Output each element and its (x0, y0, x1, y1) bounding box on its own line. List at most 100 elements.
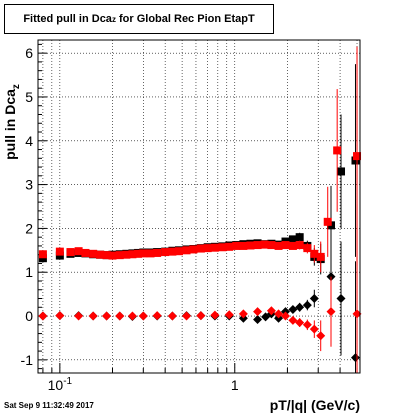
data-point (274, 241, 283, 250)
data-point (55, 247, 64, 256)
data-point (288, 304, 298, 314)
y-tick-label: 2 (25, 220, 33, 236)
axes: -1 0 1 2 3 4 5 6 10-1 1 pT/|q| (GeV/c) pull in Dcaz (2, 43, 360, 413)
y-tick-label: 4 (25, 133, 33, 149)
chart-title-suffix: for Global Rec Pion EtapT (115, 13, 255, 25)
y-tick-label: 6 (25, 45, 33, 61)
data-point (102, 251, 111, 260)
y-tick-label: 3 (25, 177, 33, 193)
data-point (128, 250, 137, 259)
chart-title: Fitted pull in Dca z for Global Rec Pion … (4, 4, 274, 34)
data-point (281, 241, 290, 250)
data-point (88, 311, 98, 321)
data-point (55, 311, 65, 321)
data-point (239, 241, 248, 250)
data-markers (38, 46, 362, 373)
timestamp: Sat Sep 9 11:32:49 2017 (4, 401, 94, 410)
data-point (246, 241, 255, 250)
data-point (316, 252, 325, 261)
data-point (161, 248, 170, 257)
data-point (146, 249, 155, 258)
data-point (253, 315, 263, 325)
data-point (333, 146, 342, 155)
data-point (196, 244, 205, 253)
data-point (336, 294, 346, 304)
data-point (225, 242, 234, 251)
data-point (238, 309, 248, 319)
data-point (74, 247, 83, 256)
data-point (295, 241, 304, 250)
data-point (337, 167, 346, 176)
data-point (352, 309, 362, 319)
data-point (203, 244, 212, 253)
data-point (326, 307, 336, 317)
data-point (66, 248, 75, 257)
data-point (295, 233, 304, 242)
data-point (210, 243, 219, 252)
data-point (353, 152, 362, 161)
data-point (295, 302, 305, 312)
data-point (102, 311, 112, 321)
data-point (74, 311, 84, 321)
data-series (38, 64, 360, 275)
data-point (96, 250, 105, 259)
data-point (253, 241, 262, 250)
data-point (210, 310, 220, 320)
data-point (167, 311, 177, 321)
data-point (267, 241, 276, 250)
data-point (323, 217, 332, 226)
data-point (115, 311, 125, 321)
data-point (134, 249, 143, 258)
data-point (218, 243, 227, 252)
chart-title-main: Fitted pull in Dca (23, 13, 112, 25)
data-point (288, 235, 297, 244)
data-point (253, 307, 263, 317)
data-point (232, 241, 241, 250)
data-point (260, 240, 269, 249)
chart-title-subscript: z (111, 14, 116, 24)
data-point (316, 331, 326, 341)
data-series (38, 241, 360, 373)
data-point (108, 251, 117, 260)
data-point (139, 249, 148, 258)
y-tick-label: 1 (25, 264, 33, 280)
x-axis-title: pT/|q| (GeV/c) (270, 397, 360, 413)
data-point (182, 311, 192, 321)
data-point (127, 311, 137, 321)
y-tick-label: -1 (21, 352, 34, 368)
plot-frame (37, 39, 361, 374)
data-point (309, 324, 319, 334)
data-point (196, 311, 206, 321)
data-point (122, 250, 131, 259)
grid (38, 40, 360, 373)
data-point (302, 300, 312, 310)
data-point (303, 244, 312, 253)
y-tick-label: 0 (25, 308, 33, 324)
data-point (175, 247, 184, 256)
data-point (302, 320, 312, 330)
data-point (351, 156, 360, 165)
data-point (168, 247, 177, 256)
data-point (224, 310, 234, 320)
data-series (38, 204, 362, 373)
data-point (153, 248, 162, 257)
data-point (288, 315, 298, 325)
data-point (274, 309, 284, 319)
data-point (115, 251, 124, 260)
y-axis-title: pull in Dcaz (2, 84, 22, 160)
data-point (38, 311, 48, 321)
data-point (182, 246, 191, 255)
data-point (310, 249, 319, 258)
data-point (89, 249, 98, 258)
data-point (288, 241, 297, 250)
y-tick-label: 5 (25, 89, 33, 105)
data-point (189, 245, 198, 254)
data-point (38, 250, 47, 259)
data-point (350, 353, 360, 363)
data-point (152, 311, 162, 321)
data-point (280, 311, 290, 321)
data-point (309, 294, 319, 304)
data-point (138, 311, 148, 321)
x-tick-label: 10-1 (48, 376, 73, 393)
